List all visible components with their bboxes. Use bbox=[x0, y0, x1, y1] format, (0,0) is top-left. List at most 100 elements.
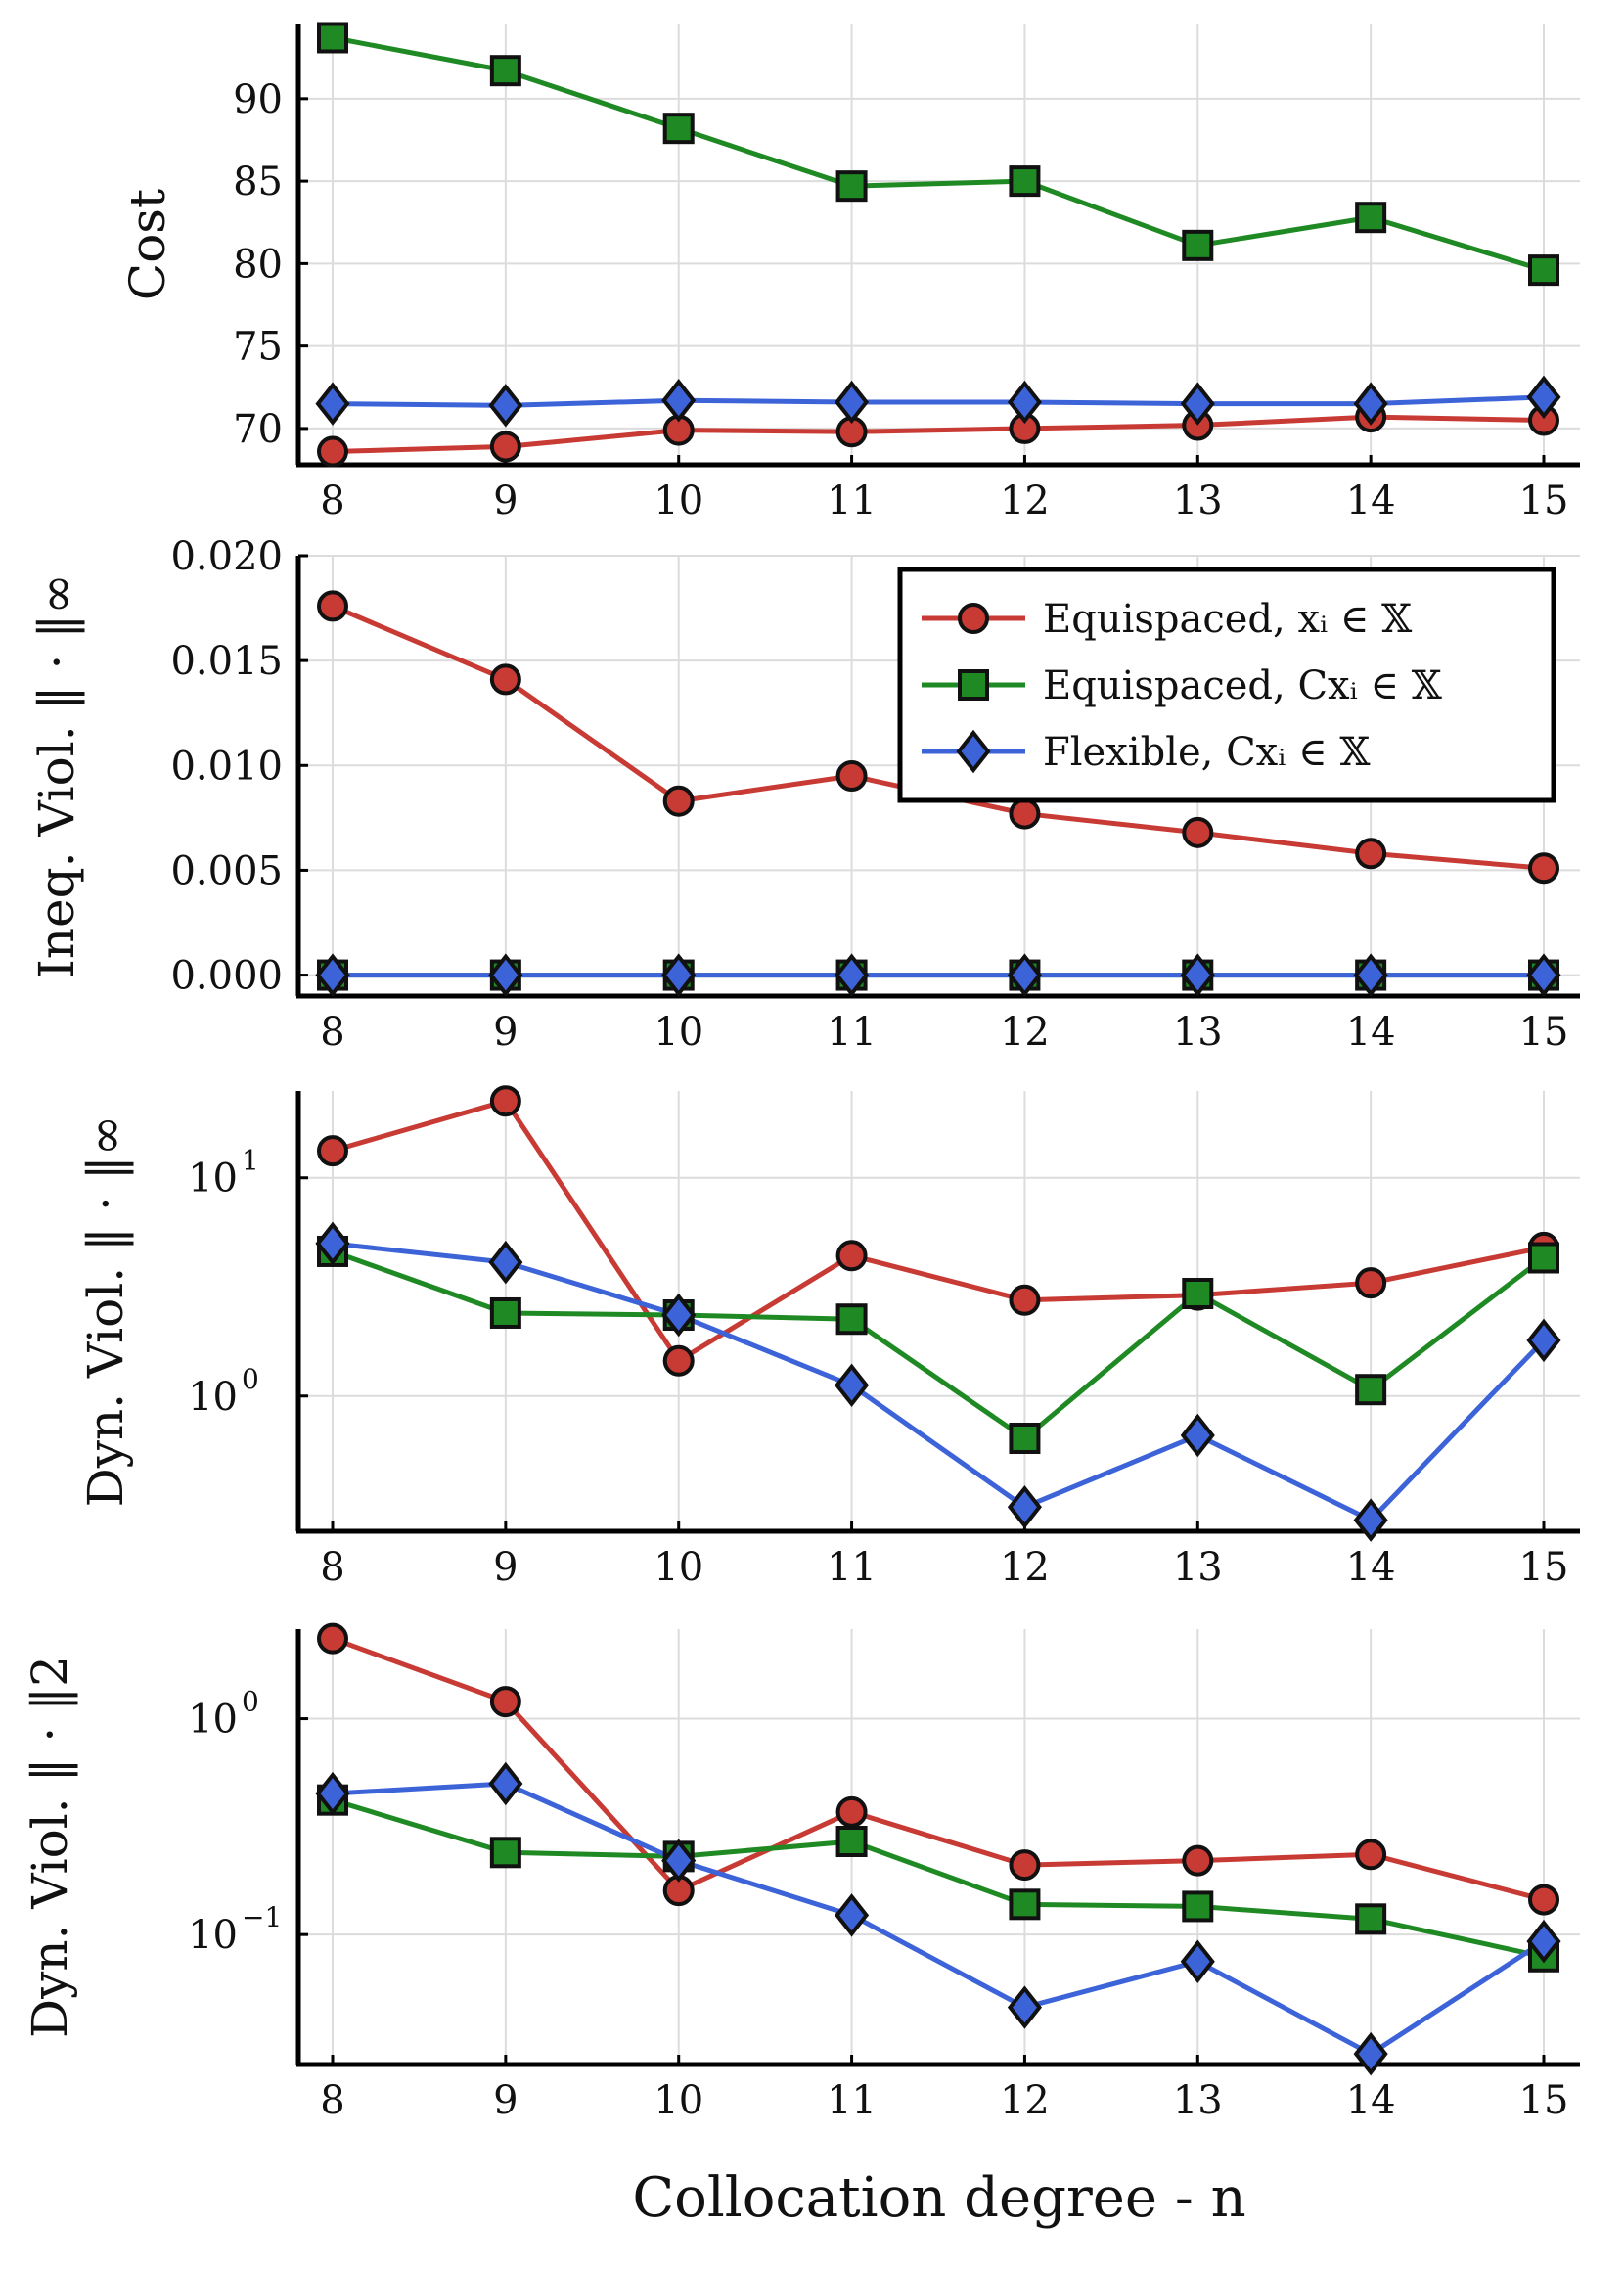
x-tick-label: 14 bbox=[1346, 478, 1396, 523]
x-tick-label: 10 bbox=[654, 1010, 703, 1055]
x-tick-label: 14 bbox=[1346, 1010, 1396, 1055]
y-tick-label: 80 bbox=[233, 242, 283, 287]
legend: Equispaced, xᵢ ∈ 𝕏 Equispaced, Cxᵢ ∈ 𝕏 Fle… bbox=[897, 567, 1556, 803]
data-point-diamond bbox=[661, 1839, 697, 1883]
series-line-2 bbox=[332, 1797, 1545, 1960]
x-tick-label: 15 bbox=[1519, 1010, 1569, 1055]
legend-marker-circle bbox=[958, 603, 989, 634]
x-tick-label: 8 bbox=[320, 1545, 344, 1590]
data-point-circle bbox=[317, 435, 348, 468]
legend-label: Equispaced, xᵢ ∈ 𝕏 bbox=[1043, 597, 1412, 642]
data-point-circle bbox=[489, 431, 521, 463]
y-tick-exponent: 0 bbox=[242, 1686, 259, 1718]
data-point-circle bbox=[1355, 1267, 1387, 1299]
y-tick-label: 85 bbox=[233, 159, 283, 204]
x-tick-label: 9 bbox=[493, 478, 518, 523]
x-axis-label: Collocation degree - n bbox=[632, 2166, 1245, 2230]
series-line-1 bbox=[332, 1636, 1545, 1902]
data-point-diamond bbox=[1526, 1318, 1561, 1363]
y-tick-label: 10 bbox=[188, 1375, 238, 1420]
x-tick-label: 12 bbox=[1000, 1545, 1050, 1590]
y-tick-label: 0.010 bbox=[170, 744, 283, 789]
data-point-square bbox=[662, 113, 695, 145]
data-point-circle bbox=[1182, 1844, 1214, 1877]
x-tick-label: 10 bbox=[654, 478, 703, 523]
x-tick-label: 9 bbox=[493, 1545, 518, 1590]
y-axis-label: Ineq. Viol. ‖ · ‖∞ bbox=[28, 573, 85, 978]
data-point-circle bbox=[1009, 1284, 1041, 1316]
y-tick-label: 0.020 bbox=[170, 534, 283, 579]
series-line-3 bbox=[332, 394, 1545, 408]
data-point-square bbox=[1009, 1888, 1041, 1921]
data-point-circle bbox=[835, 760, 868, 792]
data-point-circle bbox=[835, 1795, 868, 1828]
x-tick-label: 15 bbox=[1519, 478, 1569, 523]
data-point-circle bbox=[317, 590, 348, 622]
data-point-square bbox=[489, 1296, 521, 1329]
data-point-diamond bbox=[1007, 1484, 1042, 1529]
data-point-diamond bbox=[315, 953, 350, 997]
series-line-2 bbox=[332, 1248, 1546, 1441]
y-axis-label: Cost bbox=[119, 189, 176, 300]
legend-label: Equispaced, Cxᵢ ∈ 𝕏 bbox=[1043, 663, 1442, 708]
legend-marker-diamond bbox=[956, 729, 991, 774]
x-tick-label: 9 bbox=[493, 1010, 518, 1055]
data-point-circle bbox=[489, 663, 521, 696]
data-point-diamond bbox=[488, 1761, 523, 1806]
panel-cost: 8 9 10 11 12 13 14 15 70 75 80 85 90 Cost bbox=[119, 22, 1580, 523]
data-point-diamond bbox=[661, 379, 697, 423]
data-point-square bbox=[1528, 254, 1559, 287]
data-point-square bbox=[1182, 229, 1214, 261]
data-point-circle bbox=[1355, 1839, 1387, 1871]
x-tick-label: 12 bbox=[1000, 1010, 1050, 1055]
data-point-square bbox=[1009, 165, 1041, 198]
data-point-circle bbox=[1528, 852, 1559, 885]
x-tick-label: 11 bbox=[827, 478, 877, 523]
data-point-square bbox=[1182, 1277, 1214, 1309]
y-tick-exponent: 1 bbox=[242, 1145, 259, 1177]
data-point-square bbox=[835, 170, 868, 203]
y-axis-label: Dyn. Viol. ‖ · ‖2 bbox=[22, 1656, 78, 2038]
data-point-circle bbox=[662, 785, 695, 817]
data-point-diamond bbox=[1353, 953, 1388, 997]
series-line-2 bbox=[332, 35, 1545, 273]
series-line-3 bbox=[332, 1781, 1546, 2057]
x-tick-label: 8 bbox=[320, 1010, 344, 1055]
data-point-circle bbox=[1009, 1849, 1041, 1882]
data-point-diamond bbox=[1526, 1919, 1561, 1964]
x-tick-label: 13 bbox=[1173, 478, 1223, 523]
data-point-diamond bbox=[1180, 1413, 1215, 1458]
data-point-square bbox=[1528, 1242, 1559, 1274]
x-tick-label: 14 bbox=[1346, 1545, 1396, 1590]
data-point-diamond bbox=[488, 384, 523, 428]
series-line-3 bbox=[332, 1241, 1546, 1523]
data-point-diamond bbox=[835, 1893, 870, 1937]
data-point-diamond bbox=[835, 953, 870, 997]
data-point-diamond bbox=[315, 382, 350, 426]
x-tick-label: 9 bbox=[493, 2078, 518, 2123]
data-point-diamond bbox=[1353, 2031, 1388, 2076]
y-tick-label: 10 bbox=[188, 1698, 238, 1743]
data-point-diamond bbox=[661, 1293, 697, 1338]
x-tick-label: 11 bbox=[827, 1545, 877, 1590]
x-tick-label: 11 bbox=[827, 2078, 877, 2123]
legend-marker-square bbox=[958, 669, 989, 701]
y-tick-label: 75 bbox=[233, 325, 283, 370]
series-line-1 bbox=[332, 1098, 1545, 1364]
x-tick-label: 15 bbox=[1519, 2078, 1569, 2123]
data-point-diamond bbox=[1526, 375, 1561, 420]
x-tick-label: 11 bbox=[827, 1010, 877, 1055]
y-tick-label: 10 bbox=[188, 1157, 238, 1202]
y-tick-exponent: −1 bbox=[242, 1901, 282, 1933]
x-tick-label: 14 bbox=[1346, 2078, 1396, 2123]
data-point-diamond bbox=[1526, 953, 1561, 997]
x-tick-label: 15 bbox=[1519, 1545, 1569, 1590]
y-axis-label: Dyn. Viol. ‖ · ‖∞ bbox=[77, 1115, 134, 1508]
y-tick-label: 90 bbox=[233, 77, 283, 122]
data-point-square bbox=[1355, 202, 1387, 234]
data-point-circle bbox=[489, 1085, 521, 1117]
data-point-square bbox=[1182, 1890, 1214, 1923]
